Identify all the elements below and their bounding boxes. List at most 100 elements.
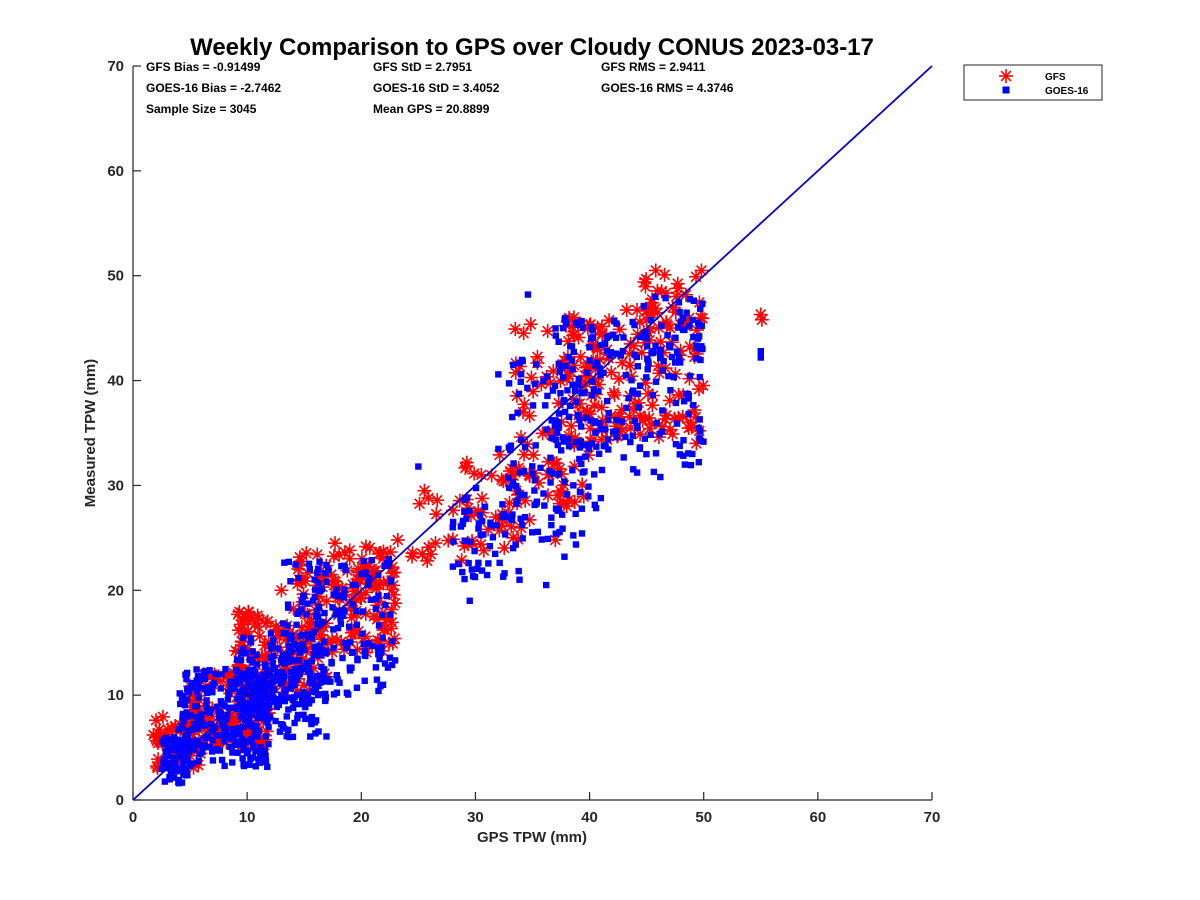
goes16-point-726	[338, 562, 345, 570]
goes16-point-953	[673, 420, 681, 427]
y-tick-label-20: 20	[107, 582, 124, 599]
goes16-point-1081	[672, 399, 680, 407]
goes16-point-88	[180, 717, 187, 725]
goes16-point-855	[509, 413, 516, 421]
goes16-point-1135	[561, 553, 568, 560]
goes16-point-404	[296, 649, 304, 656]
goes16-point-890	[516, 469, 524, 476]
goes16-point-139	[184, 727, 192, 734]
x-tick-label-40: 40	[581, 809, 598, 826]
goes16-point-673	[378, 649, 385, 656]
goes16-point-445	[295, 657, 303, 664]
goes16-point-233	[240, 746, 247, 754]
goes16-point-179	[229, 749, 236, 756]
goes16-point-640	[330, 691, 338, 698]
goes16-point-852	[540, 490, 547, 497]
legend: GFS GOES-16	[963, 64, 1103, 101]
goes16-point-1055	[617, 352, 625, 359]
goes16-point-715	[318, 585, 326, 593]
goes16-point-442	[246, 674, 253, 682]
goes16-point-977	[613, 434, 620, 441]
goes16-point-844	[532, 442, 539, 449]
goes16-point-93	[205, 684, 213, 691]
goes16-point-684	[345, 623, 353, 630]
goes16-point-250	[188, 681, 195, 688]
goes16-point-302	[225, 690, 233, 698]
goes16-point-1037	[643, 342, 651, 350]
goes16-point-505	[288, 676, 295, 684]
goes16-point-592	[314, 608, 321, 615]
goes16-point-698	[316, 558, 323, 565]
goes16-point-1009	[560, 324, 567, 332]
goes16-point-649	[322, 569, 329, 577]
goes16-point-757	[465, 559, 472, 567]
goes16-point-784	[449, 524, 456, 531]
goes16-point-341	[291, 657, 298, 664]
goes16-point-719	[306, 670, 314, 677]
legend-box	[963, 64, 1103, 101]
goes16-point-899	[565, 435, 572, 443]
goes16-point-66	[161, 762, 168, 770]
goes16-point-687	[388, 578, 395, 585]
goes16-point-861	[524, 384, 531, 392]
goes16-point-60	[170, 774, 178, 781]
goes16-point-1107	[697, 305, 704, 312]
goes16-point-930	[613, 416, 620, 424]
gfs-point-439	[328, 536, 343, 551]
goes16-point-1053	[650, 468, 658, 476]
goes16-point-816	[588, 392, 595, 399]
goes16-point-733	[449, 563, 457, 570]
goes16-point-1074	[629, 318, 636, 326]
goes16-point-657	[313, 672, 321, 680]
goes16-point-659	[373, 595, 380, 603]
goes16-point-694	[292, 561, 299, 568]
goes16-point-220	[224, 696, 232, 703]
goes16-point-763	[475, 525, 482, 532]
goes16-point-479	[291, 640, 298, 648]
stat-r0-c0: GFS Bias = -0.91499	[146, 60, 261, 74]
goes16-point-993	[627, 438, 634, 446]
goes16-point-86	[183, 675, 190, 683]
goes16-point-597	[386, 654, 394, 661]
goes16-point-628	[373, 676, 381, 683]
x-tick-label-20: 20	[353, 809, 370, 826]
goes16-point-115	[229, 726, 236, 733]
goes16-point-1048	[572, 398, 580, 405]
goes16-point-172	[183, 669, 191, 677]
goes16-point-1016	[606, 352, 613, 359]
gfs-point-472	[475, 491, 490, 506]
goes16-point-486	[270, 652, 277, 660]
goes16-point-490	[285, 726, 292, 734]
goes16-point-537	[256, 676, 263, 683]
goes16-point-612	[358, 630, 366, 637]
goes16-point-1091	[634, 390, 641, 397]
stat-r2-c1: Mean GPS = 20.8899	[373, 102, 490, 116]
goes16-point-1059	[684, 390, 692, 398]
goes16-point-285	[195, 757, 202, 765]
goes16-point-751	[480, 531, 487, 538]
goes16-point-334	[312, 687, 320, 694]
goes16-point-585	[343, 644, 350, 652]
goes16-point-753	[516, 576, 523, 583]
goes16-point-570	[372, 605, 380, 613]
goes16-point-1054	[656, 354, 664, 362]
goes16-point-749	[468, 566, 476, 573]
goes16-point-741	[461, 537, 468, 544]
goes16-point-885	[585, 483, 592, 490]
goes16-point-1006	[676, 442, 683, 450]
goes16-point-280	[206, 743, 213, 751]
goes16-point-587	[333, 671, 340, 679]
goes16-point-685	[285, 558, 293, 566]
goes16-point-1080	[604, 436, 612, 443]
goes16-point-704	[362, 569, 369, 576]
goes16-point-620	[311, 576, 318, 583]
goes16-point-891	[529, 463, 536, 470]
gfs-point-408	[367, 609, 382, 624]
x-axis-label: GPS TPW (mm)	[477, 829, 587, 846]
goes16-point-857	[529, 470, 536, 477]
goes16-point-314	[266, 694, 273, 702]
goes16-point-895	[533, 498, 541, 505]
gfs-point-600	[612, 371, 627, 386]
goes16-point-287	[223, 716, 230, 723]
goes16-point-535	[234, 656, 241, 663]
